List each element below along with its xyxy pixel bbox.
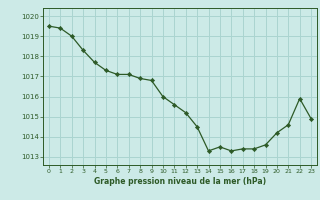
X-axis label: Graphe pression niveau de la mer (hPa): Graphe pression niveau de la mer (hPa) bbox=[94, 177, 266, 186]
